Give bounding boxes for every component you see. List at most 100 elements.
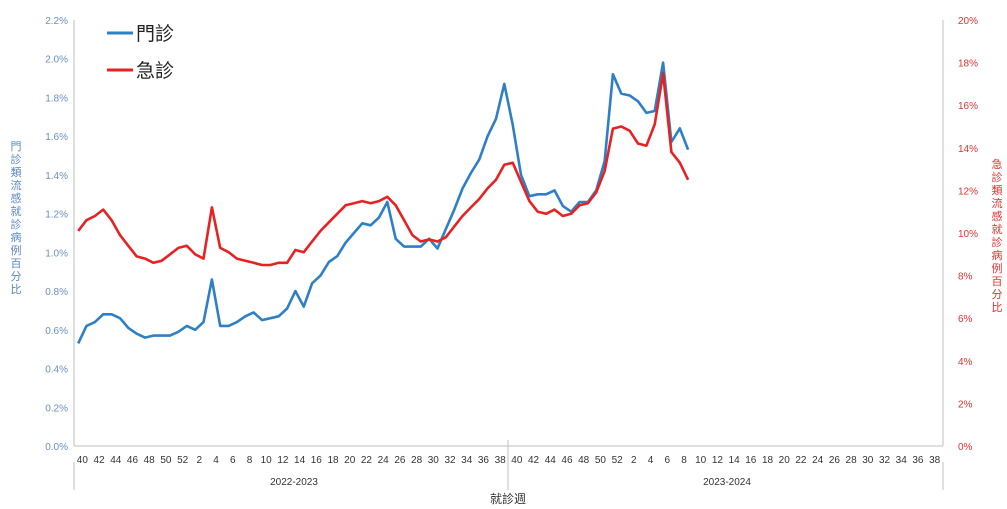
axis-title-char: 例 <box>11 243 22 257</box>
x-tick-label: 28 <box>411 455 423 466</box>
right-tick-label: 6% <box>958 314 973 325</box>
axis-title-char: 百 <box>11 258 22 270</box>
x-tick-label: 26 <box>394 455 406 466</box>
x-tick-label: 18 <box>762 455 774 466</box>
x-tick-label: 48 <box>578 455 590 466</box>
x-tick-label: 50 <box>595 455 607 466</box>
right-tick-label: 0% <box>958 442 973 453</box>
axis-title-char: 流 <box>992 196 1003 210</box>
x-tick-label: 44 <box>110 455 122 466</box>
x-tick-label: 4 <box>213 455 219 466</box>
x-tick-label: 22 <box>795 455 807 466</box>
axis-title-char: 診 <box>11 217 22 231</box>
right-tick-label: 20% <box>958 16 978 27</box>
x-tick-label: 6 <box>664 455 670 466</box>
x-tick-label: 14 <box>294 455 306 466</box>
x-tick-label: 42 <box>528 455 540 466</box>
x-tick-label: 40 <box>77 455 89 466</box>
season-label-2022-2023: 2022-2023 <box>270 477 318 488</box>
left-tick-label: 1.4% <box>45 171 68 182</box>
x-tick-label: 28 <box>846 455 858 466</box>
x-tick-label: 10 <box>695 455 707 466</box>
x-tick-label: 22 <box>361 455 373 466</box>
x-tick-label: 52 <box>612 455 624 466</box>
season-label-2023-2024: 2023-2024 <box>703 477 751 488</box>
left-tick-label: 2.2% <box>45 16 68 27</box>
axis-title-char: 門 <box>11 140 22 153</box>
x-tick-label: 44 <box>545 455 557 466</box>
left-tick-label: 0.4% <box>45 365 68 376</box>
axis-title-char: 分 <box>992 288 1003 301</box>
x-tick-label: 38 <box>929 455 941 466</box>
outpatient-series-line <box>77 61 690 344</box>
right-tick-label: 8% <box>958 272 973 283</box>
legend-label-emergency: 急診 <box>136 60 174 82</box>
x-tick-label: 52 <box>177 455 189 466</box>
x-tick-label: 32 <box>879 455 891 466</box>
axis-title-char: 例 <box>992 261 1003 275</box>
left-tick-label: 0.0% <box>45 442 68 453</box>
legend-label-outpatient: 門診 <box>136 23 174 45</box>
axis-title-char: 分 <box>11 270 22 283</box>
x-tick-label: 40 <box>511 455 523 466</box>
x-tick-label: 36 <box>478 455 490 466</box>
left-tick-label: 1.2% <box>45 210 68 221</box>
axis-title-char: 感 <box>11 192 22 205</box>
axis-title-char: 診 <box>11 152 22 166</box>
series-lines <box>77 61 690 344</box>
axis-title-char: 就 <box>992 222 1003 236</box>
left-tick-label: 1.6% <box>45 132 68 143</box>
axis-title-char: 病 <box>992 248 1003 262</box>
left-tick-label: 0.6% <box>45 326 68 337</box>
right-tick-label: 10% <box>958 229 978 240</box>
x-tick-label: 12 <box>277 455 289 466</box>
x-tick-label: 26 <box>829 455 841 466</box>
x-tick-label: 12 <box>712 455 724 466</box>
x-tick-label: 24 <box>812 455 824 466</box>
x-tick-label: 2 <box>197 455 203 466</box>
axis-title-char: 病 <box>11 230 22 244</box>
right-tick-label: 12% <box>958 186 978 197</box>
x-tick-label: 30 <box>862 455 874 466</box>
axis-title-char: 感 <box>992 210 1003 223</box>
x-tick-label: 50 <box>160 455 172 466</box>
x-tick-label: 36 <box>912 455 924 466</box>
right-tick-label: 14% <box>958 144 978 155</box>
left-tick-label: 1.8% <box>45 93 68 104</box>
x-tick-label: 32 <box>444 455 456 466</box>
axis-title-char: 類 <box>11 166 22 179</box>
x-tick-label: 20 <box>779 455 791 466</box>
left-axis-ticks: 0.0% 0.2% 0.4% 0.6% 0.8% 1.0% 1.2% 1.4% 1.6% 1.8%… <box>45 16 68 453</box>
x-tick-label: 8 <box>247 455 253 466</box>
axis-title-char: 就 <box>11 204 22 218</box>
axis-title-char: 急 <box>992 157 1003 171</box>
left-tick-label: 0.8% <box>45 287 68 298</box>
emergency-series-line <box>77 72 690 267</box>
x-tick-label: 34 <box>896 455 908 466</box>
x-tick-label: 14 <box>729 455 741 466</box>
x-tick-label: 42 <box>94 455 106 466</box>
left-tick-label: 2.0% <box>45 55 68 66</box>
axes <box>73 20 944 490</box>
x-tick-label: 48 <box>144 455 156 466</box>
axis-title-char: 比 <box>992 301 1003 314</box>
x-tick-label: 2 <box>631 455 637 466</box>
legend: 門診 急診 <box>107 23 174 82</box>
axis-title-char: 百 <box>992 276 1003 288</box>
right-tick-label: 4% <box>958 357 973 368</box>
right-tick-label: 18% <box>958 59 978 70</box>
x-axis-ticks: 40 42 44 46 48 50 52 2 4 6 8 10 12 14 16 18 20 22 24 26 28 30… <box>77 455 941 466</box>
x-tick-label: 34 <box>461 455 473 466</box>
x-axis-title: 就診週 <box>490 491 526 506</box>
x-tick-label: 8 <box>681 455 687 466</box>
axis-title-char: 比 <box>11 283 22 296</box>
x-tick-label: 20 <box>344 455 356 466</box>
x-tick-label: 18 <box>327 455 339 466</box>
x-tick-label: 16 <box>311 455 323 466</box>
x-tick-label: 24 <box>378 455 390 466</box>
left-tick-label: 0.2% <box>45 403 68 414</box>
x-tick-label: 30 <box>428 455 440 466</box>
